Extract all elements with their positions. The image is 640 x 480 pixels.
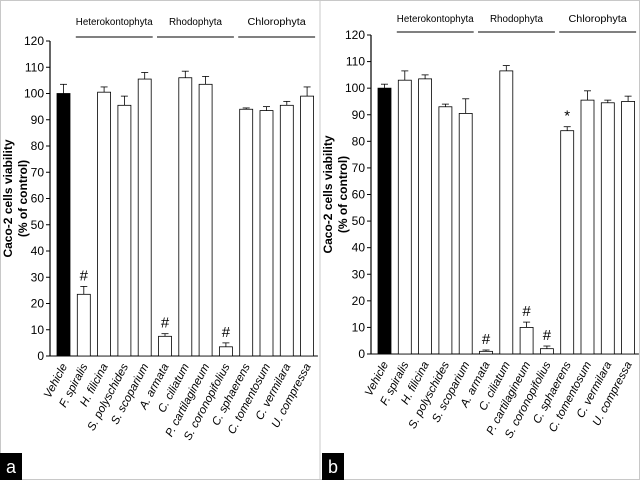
bar <box>519 327 534 355</box>
significance-marker: # <box>80 267 89 284</box>
significance-marker: # <box>522 303 531 320</box>
y-tick-label: 40 <box>31 244 45 258</box>
y-tick-label: 120 <box>24 34 44 48</box>
bar <box>56 93 71 357</box>
significance-marker: # <box>543 327 552 344</box>
y-tick-label: 100 <box>345 81 365 95</box>
bar <box>259 110 274 357</box>
significance-marker: # <box>222 324 231 341</box>
y-tick-label: 90 <box>352 108 366 122</box>
bar <box>76 293 91 357</box>
y-tick-label: 20 <box>352 294 366 308</box>
bar <box>178 77 193 357</box>
group-label: Rhodophyta <box>490 14 543 25</box>
bar <box>397 79 412 355</box>
y-tick-label: 10 <box>352 320 366 334</box>
bar <box>600 102 615 355</box>
bar <box>458 113 473 355</box>
bar <box>279 104 294 357</box>
y-tick-label: 50 <box>31 218 45 232</box>
y-tick-label: 70 <box>352 161 366 175</box>
y-tick-label: 90 <box>31 113 45 127</box>
y-axis-label-unit: (% of control) <box>336 156 350 233</box>
y-tick-label: 50 <box>352 214 366 228</box>
bar <box>540 348 554 355</box>
panel-label: b <box>328 457 338 477</box>
significance-marker: * <box>564 108 570 125</box>
y-tick-label: 60 <box>352 188 366 202</box>
bar <box>218 346 233 357</box>
bar <box>239 108 254 357</box>
group-label: Rhodophyta <box>169 17 222 28</box>
y-tick-label: 110 <box>25 60 44 74</box>
y-tick-label: 30 <box>352 267 366 281</box>
panel-badge <box>0 453 22 480</box>
group-label: Chlorophyta <box>248 17 307 28</box>
significance-marker: # <box>161 315 170 332</box>
y-tick-label: 0 <box>358 347 365 361</box>
y-tick-label: 20 <box>31 297 45 311</box>
group-label: Chlorophyta <box>569 14 628 25</box>
bar <box>198 83 213 357</box>
bar <box>479 350 493 355</box>
bar <box>418 78 433 355</box>
bar <box>158 335 172 357</box>
y-tick-label: 100 <box>24 87 44 101</box>
y-axis-label-unit: (% of control) <box>16 160 30 237</box>
y-tick-label: 70 <box>31 165 45 179</box>
y-tick-label: 80 <box>352 134 366 148</box>
bar <box>300 95 315 357</box>
y-axis-label: Caco-2 cells viability <box>321 135 335 253</box>
y-tick-label: 80 <box>31 139 45 153</box>
bar <box>621 101 635 355</box>
y-tick-label: 30 <box>31 270 45 284</box>
group-label: Heterokontophyta <box>397 14 474 25</box>
bar <box>560 130 575 355</box>
bar <box>438 106 453 355</box>
y-axis-label: Caco-2 cells viability <box>1 139 15 257</box>
bar <box>499 70 514 355</box>
y-tick-label: 60 <box>31 192 45 206</box>
bar <box>137 78 152 357</box>
y-tick-label: 10 <box>31 323 45 337</box>
y-tick-label: 0 <box>37 349 44 363</box>
significance-marker: # <box>482 331 491 348</box>
y-tick-label: 40 <box>352 241 366 255</box>
group-label: Heterokontophyta <box>76 17 153 28</box>
y-tick-label: 120 <box>345 28 365 42</box>
panel-label: a <box>6 457 17 477</box>
bar <box>580 99 595 355</box>
panel-badge <box>322 453 344 480</box>
bar <box>117 104 132 357</box>
bar <box>97 91 111 357</box>
y-tick-label: 110 <box>346 55 365 69</box>
bar <box>377 87 392 355</box>
